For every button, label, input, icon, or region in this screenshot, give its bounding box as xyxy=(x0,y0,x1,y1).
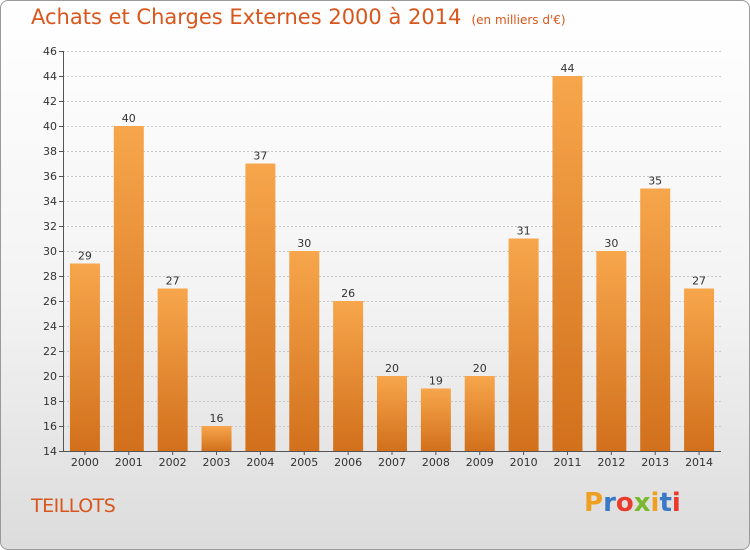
logo-letter: x xyxy=(633,488,651,518)
proxiti-logo[interactable]: Proxiti xyxy=(584,488,681,518)
bar xyxy=(684,288,715,451)
logo-letter: r xyxy=(603,488,616,518)
bar xyxy=(245,163,276,451)
x-tick-label: 2007 xyxy=(378,456,406,469)
x-tick-label: 2011 xyxy=(553,456,581,469)
y-tick-label: 36 xyxy=(43,170,57,183)
y-tick-label: 38 xyxy=(43,145,57,158)
y-tick-label: 28 xyxy=(43,270,57,283)
logo-letter: o xyxy=(615,488,634,518)
x-tick-label: 2005 xyxy=(290,456,318,469)
data-label: 30 xyxy=(604,237,618,250)
data-label: 20 xyxy=(385,362,399,375)
y-tick-label: 40 xyxy=(43,120,57,133)
data-label: 27 xyxy=(166,275,180,288)
data-label: 35 xyxy=(648,175,662,188)
data-label: 40 xyxy=(122,112,136,125)
chart-unit: (en milliers d'€) xyxy=(471,13,566,27)
bar xyxy=(464,376,495,451)
x-tick-label: 2008 xyxy=(422,456,450,469)
data-label: 20 xyxy=(473,362,487,375)
x-tick-label: 2012 xyxy=(597,456,625,469)
y-tick-label: 46 xyxy=(43,45,57,58)
logo-letter: P xyxy=(584,488,604,518)
axes: 14 16 18 20 22 24 26 28 30 32 34 36 38 40 42 44 46 2000 20… xyxy=(43,45,721,469)
bars xyxy=(69,76,715,451)
x-tick-label: 2004 xyxy=(246,456,274,469)
x-tick-label: 2014 xyxy=(685,456,713,469)
data-label: 31 xyxy=(517,225,531,238)
data-label: 29 xyxy=(78,250,92,263)
x-tick-label: 2001 xyxy=(115,456,143,469)
bar xyxy=(289,251,320,451)
y-tick-label: 34 xyxy=(43,195,57,208)
y-tick-label: 22 xyxy=(43,345,57,358)
x-tick-label: 2003 xyxy=(203,456,231,469)
y-tick-label: 44 xyxy=(43,70,57,83)
x-tick-label: 2000 xyxy=(71,456,99,469)
bar xyxy=(508,238,539,451)
y-tick-label: 16 xyxy=(43,420,57,433)
data-label: 44 xyxy=(560,62,574,75)
data-label: 19 xyxy=(429,375,443,388)
bar xyxy=(552,76,583,451)
bar xyxy=(377,376,407,451)
y-tick-label: 20 xyxy=(43,370,57,383)
data-label: 26 xyxy=(341,287,355,300)
bar xyxy=(113,126,144,451)
y-tick-label: 30 xyxy=(43,245,57,258)
bar xyxy=(201,426,232,451)
bar xyxy=(596,251,627,451)
bar xyxy=(333,301,364,451)
y-tick-label: 18 xyxy=(43,395,57,408)
bar xyxy=(420,388,451,451)
logo-letter: i xyxy=(650,488,660,518)
logo-letter: i xyxy=(671,488,681,518)
place-name: TEILLOTS xyxy=(31,495,116,517)
x-tick-label: 2002 xyxy=(159,456,187,469)
y-tick-label: 32 xyxy=(43,220,57,233)
x-tick-label: 2006 xyxy=(334,456,362,469)
chart-title-row: Achats et Charges Externes 2000 à 2014 (e… xyxy=(31,5,566,29)
y-tick-label: 26 xyxy=(43,295,57,308)
bar xyxy=(69,263,100,451)
data-labels: 29 40 27 16 37 30 26 20 19 20 31 44 30 35 27 xyxy=(78,62,706,425)
y-tick-label: 14 xyxy=(43,445,57,458)
y-tick-label: 24 xyxy=(43,320,57,333)
data-label: 37 xyxy=(253,150,267,163)
logo-letter: t xyxy=(659,488,672,518)
x-tick-label: 2010 xyxy=(510,456,538,469)
x-tick-label: 2013 xyxy=(641,456,669,469)
y-tick-label: 42 xyxy=(43,95,57,108)
bar xyxy=(640,188,671,451)
data-label: 16 xyxy=(210,412,224,425)
data-label: 30 xyxy=(297,237,311,250)
data-label: 27 xyxy=(692,275,706,288)
bar xyxy=(157,288,188,451)
chart-title: Achats et Charges Externes 2000 à 2014 xyxy=(31,5,462,29)
x-tick-label: 2009 xyxy=(466,456,494,469)
